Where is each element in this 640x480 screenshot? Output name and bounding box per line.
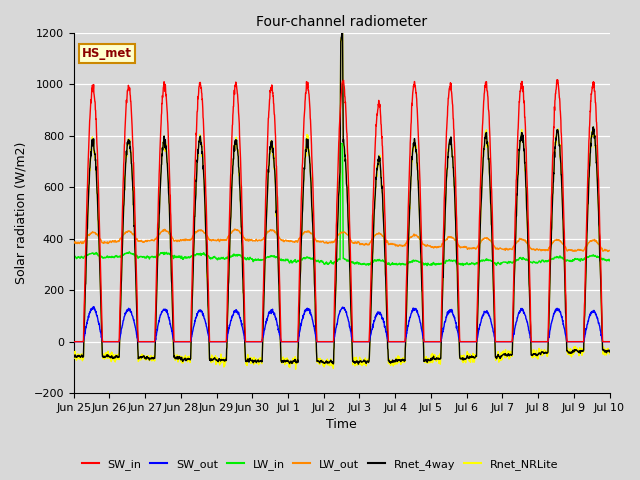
Title: Four-channel radiometer: Four-channel radiometer <box>256 15 428 29</box>
Text: HS_met: HS_met <box>82 48 132 60</box>
Y-axis label: Solar radiation (W/m2): Solar radiation (W/m2) <box>15 142 28 284</box>
X-axis label: Time: Time <box>326 419 357 432</box>
Legend: SW_in, SW_out, LW_in, LW_out, Rnet_4way, Rnet_NRLite: SW_in, SW_out, LW_in, LW_out, Rnet_4way,… <box>77 455 563 474</box>
